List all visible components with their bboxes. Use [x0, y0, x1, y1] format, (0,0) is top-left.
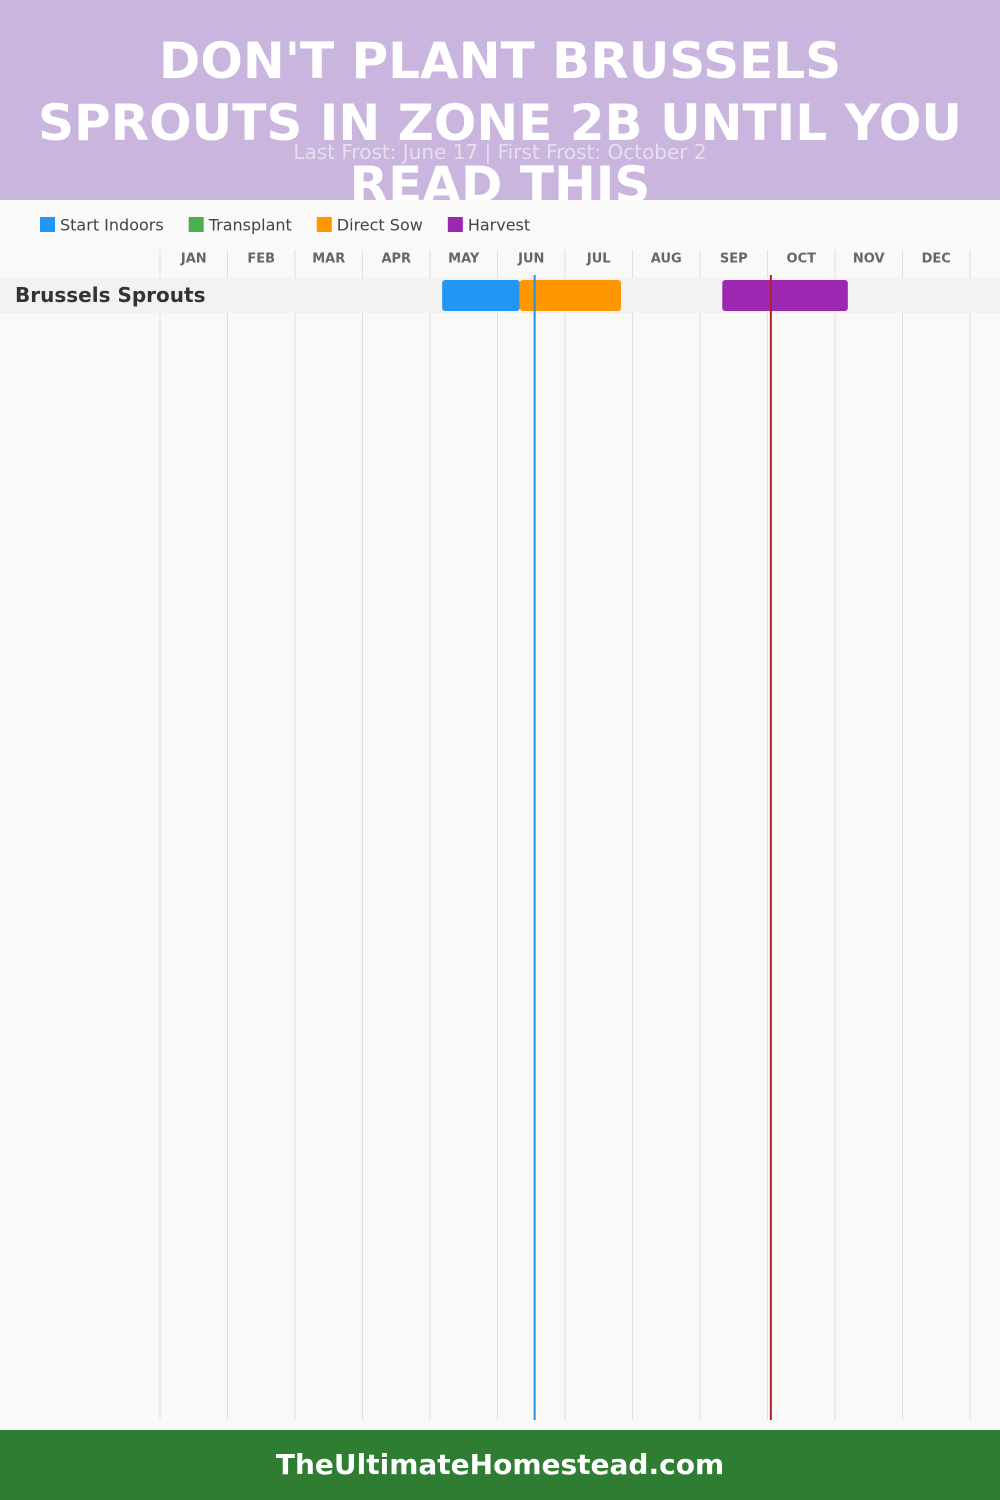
x-tick-label: DEC: [922, 252, 951, 267]
x-tick-label: JUN: [517, 252, 544, 267]
legend-label: Direct Sow: [337, 216, 423, 235]
x-tick-label: MAR: [312, 252, 345, 267]
x-tick-label: APR: [381, 252, 411, 267]
chart-title: Don't Plant Brussels Sprouts in Zone 2b …: [37, 32, 963, 200]
chart-subtitle: Last Frost: June 17 | First Frost: Octob…: [293, 140, 707, 164]
x-tick-label: SEP: [720, 252, 748, 267]
bar: [722, 280, 848, 311]
x-tick-label: MAY: [448, 252, 480, 267]
bar: [519, 280, 622, 311]
legend-swatch: [40, 217, 55, 232]
footer: TheUltimateHomestead.com: [0, 1430, 1000, 1500]
legend-swatch: [188, 217, 204, 232]
legend-label: Transplant: [208, 216, 292, 235]
legend-swatch: [316, 217, 332, 232]
x-tick-label: FEB: [247, 252, 275, 267]
legend-swatch: [447, 217, 463, 232]
row-label: Brussels Sprouts: [15, 283, 205, 307]
legend-label: Start Indoors: [60, 216, 164, 235]
x-tick-label: OCT: [787, 252, 817, 267]
bar: [442, 280, 520, 311]
chart: Start Indoors Transplant Direct Sow Harvest…: [0, 216, 1000, 1420]
legend-label: Harvest: [468, 216, 530, 235]
x-tick-label: NOV: [853, 252, 885, 267]
x-tick-label: JAN: [180, 252, 207, 267]
x-tick-label: AUG: [651, 252, 682, 267]
x-tick-label: JUL: [586, 252, 611, 267]
header: Don't Plant Brussels Sprouts in Zone 2b …: [0, 0, 1000, 200]
